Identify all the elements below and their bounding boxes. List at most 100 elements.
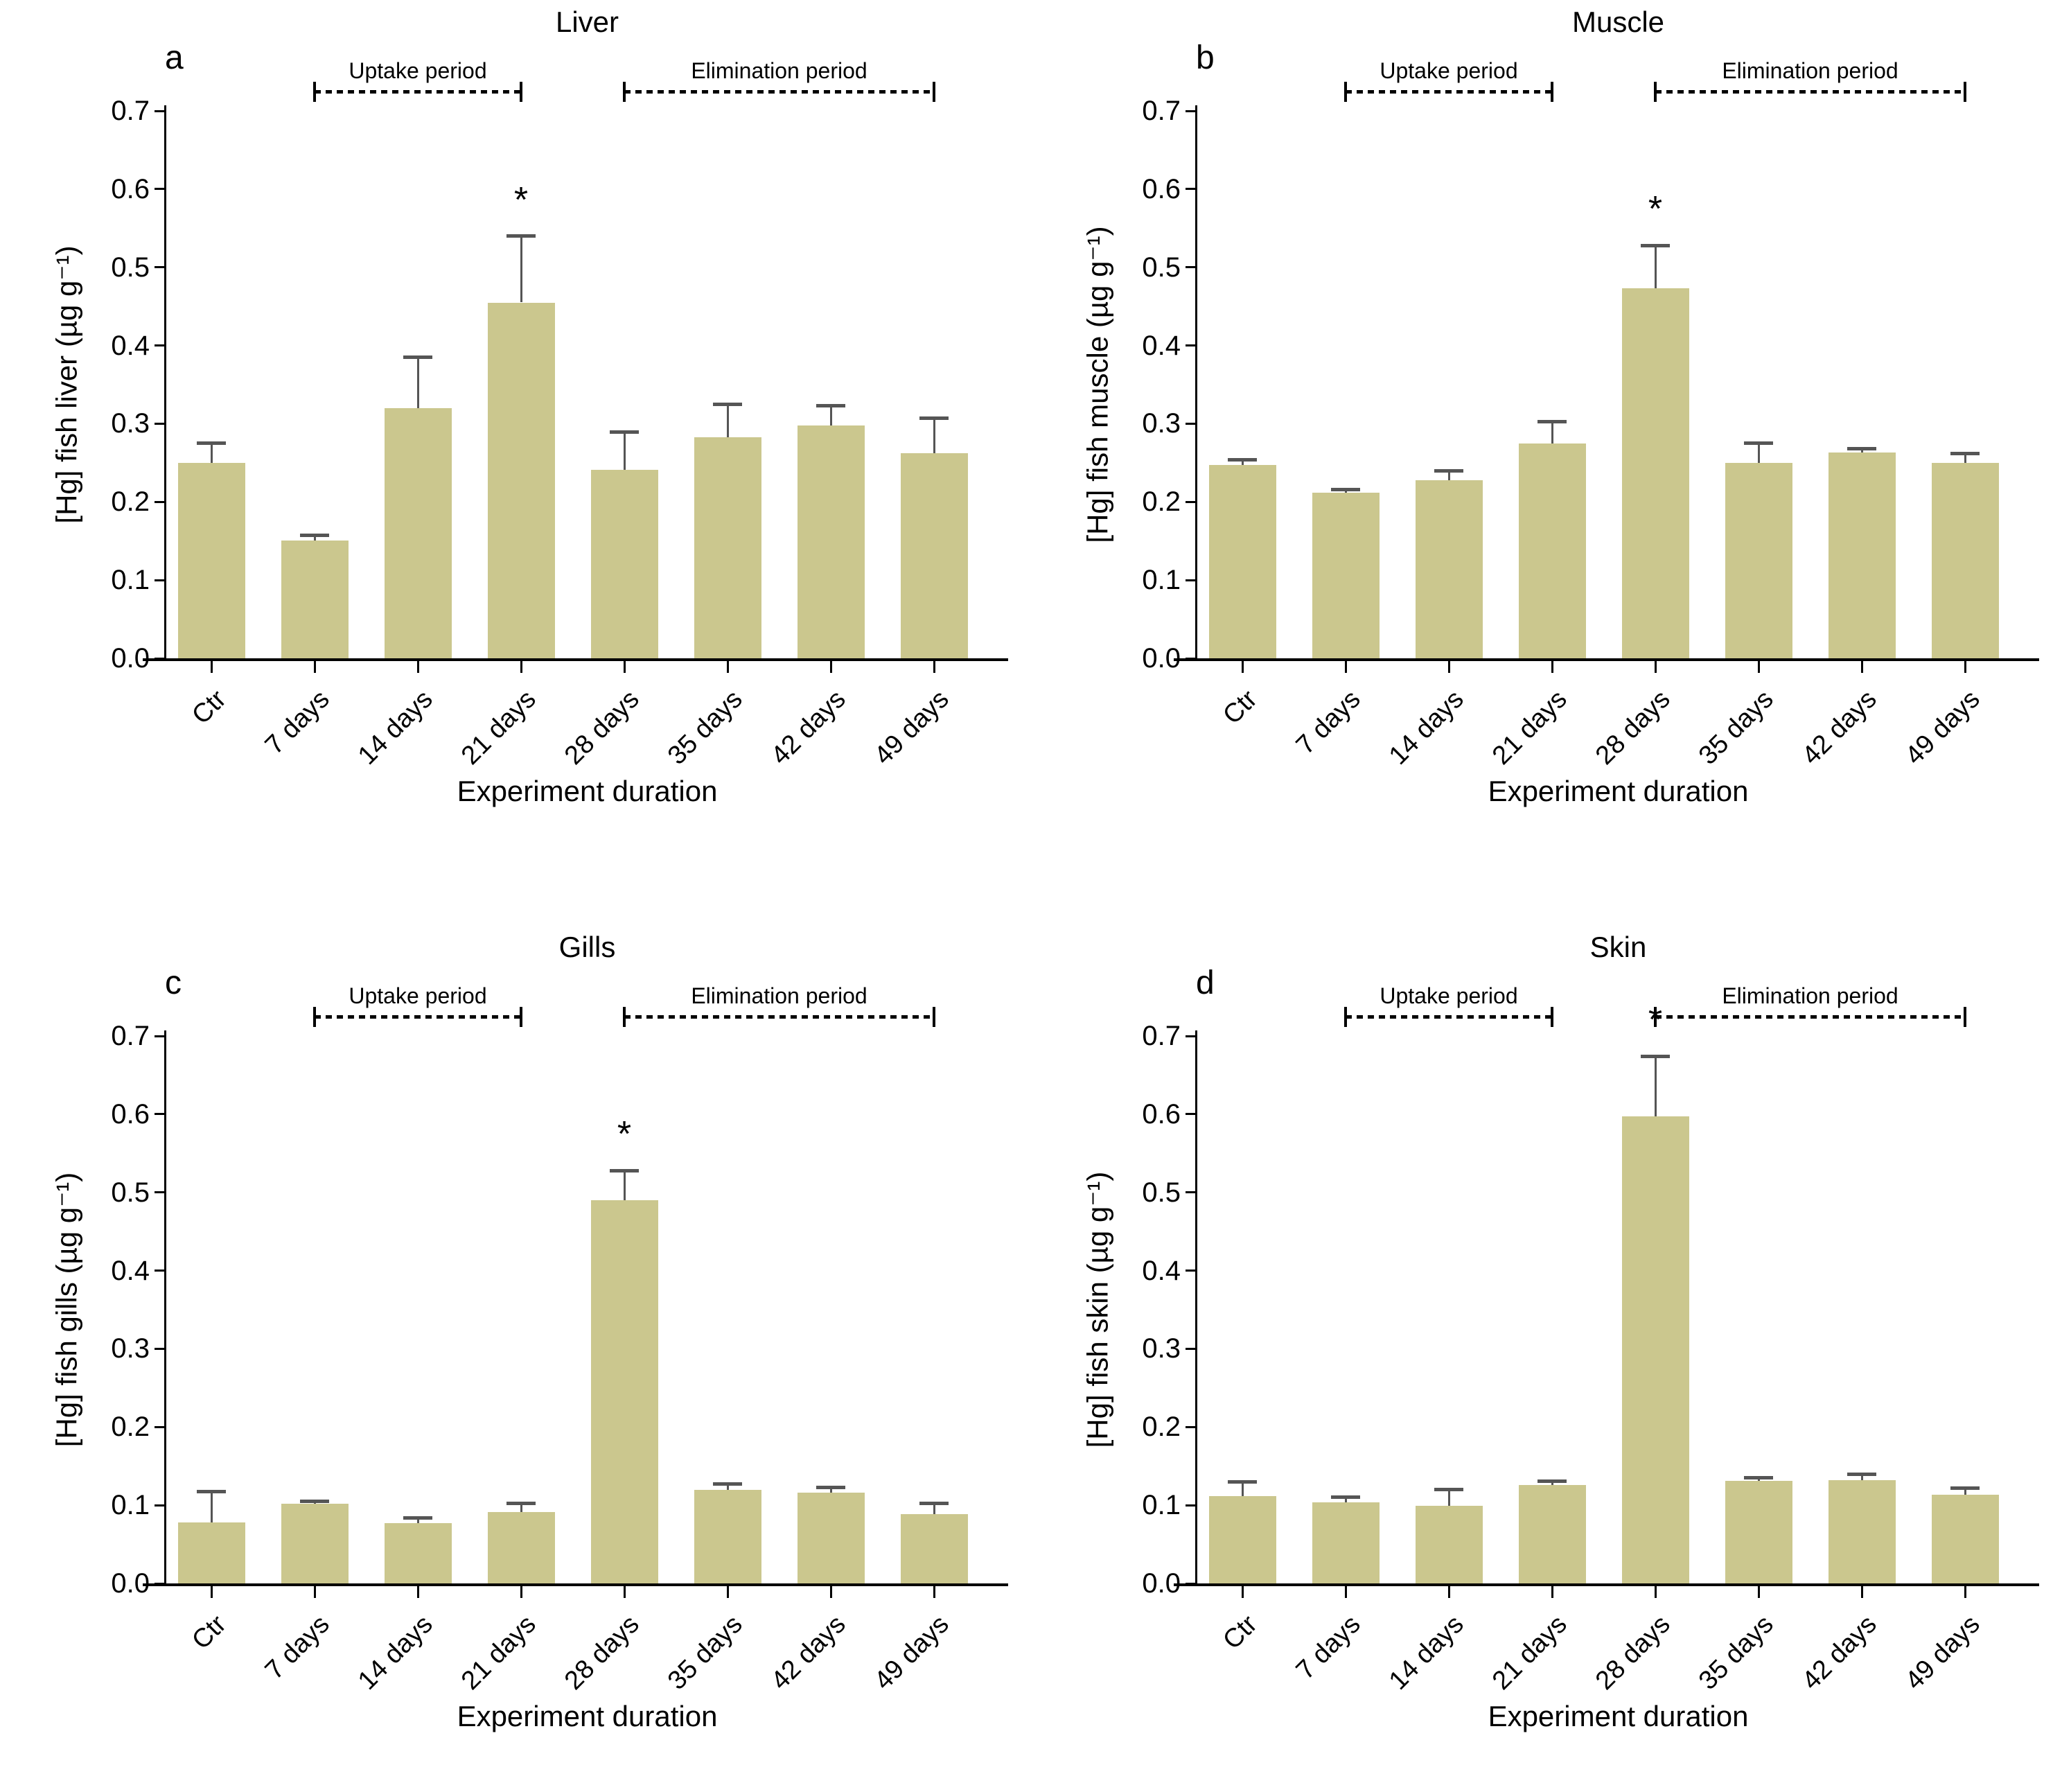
x-tick-label-text: 28 days	[558, 1610, 645, 1696]
x-tick	[1551, 1586, 1553, 1598]
bar	[1312, 492, 1380, 658]
error-bar-stem	[416, 1518, 419, 1524]
y-tick	[155, 500, 166, 503]
significance-asterisk: *	[617, 1114, 632, 1155]
y-tick-label: 0.0	[111, 643, 150, 674]
error-bar-cap	[919, 416, 949, 421]
y-tick	[1186, 109, 1197, 112]
x-axis-line	[143, 658, 1008, 661]
period-label: Uptake period	[1380, 983, 1518, 1008]
period-end-tick	[313, 82, 316, 102]
x-tick-label-text: 35 days	[662, 1610, 748, 1696]
period-end-tick	[1551, 82, 1553, 102]
x-tick-label-text: 21 days	[1486, 1610, 1573, 1696]
error-bar-cap	[403, 1516, 432, 1520]
bar	[1931, 462, 1999, 658]
x-tick-label-text: 42 days	[1796, 1610, 1883, 1696]
x-tick-label-text: 49 days	[868, 685, 955, 771]
bar	[487, 1512, 555, 1583]
y-tick	[1186, 188, 1197, 191]
error-bar-stem	[210, 1491, 213, 1522]
x-tick-label-text: 49 days	[1899, 685, 1986, 771]
y-tick	[1186, 1270, 1197, 1272]
error-bar-cap	[1331, 487, 1360, 491]
error-bar-cap	[197, 1490, 226, 1494]
y-tick	[1186, 1425, 1197, 1428]
error-bar-cap	[1847, 447, 1876, 451]
bar	[1518, 1484, 1586, 1583]
x-tick-label-text: 7 days	[1290, 685, 1366, 760]
x-tick	[313, 661, 316, 673]
error-bar-cap	[1434, 1488, 1463, 1492]
x-axis-label: Experiment duration	[457, 775, 718, 807]
x-tick	[313, 1586, 316, 1598]
period-end-tick	[623, 1007, 626, 1027]
error-bar-stem	[1241, 1482, 1244, 1496]
x-tick	[210, 661, 213, 673]
x-tick-label-text: 35 days	[1693, 685, 1779, 771]
bar	[1415, 1506, 1483, 1583]
x-tick	[1447, 1586, 1450, 1598]
error-bar-cap	[1744, 1476, 1773, 1480]
y-tick-label: 0.2	[1142, 486, 1181, 518]
error-bar-stem	[933, 1503, 935, 1514]
error-bar-stem	[1447, 1489, 1450, 1506]
x-tick	[1964, 661, 1966, 673]
period-dashed-line	[1655, 1015, 1965, 1019]
y-tick-label: 0.4	[111, 1255, 150, 1286]
y-tick	[1186, 1035, 1197, 1037]
y-tick	[155, 422, 166, 425]
x-tick-label-text: 35 days	[1693, 1610, 1779, 1696]
y-tick-label: 0.6	[111, 173, 150, 204]
y-tick	[1186, 500, 1197, 503]
error-bar-cap	[713, 402, 742, 406]
x-tick	[1757, 661, 1760, 673]
error-bar-cap	[1228, 457, 1257, 462]
x-tick-label-text: 42 days	[1796, 685, 1883, 771]
error-bar-stem	[623, 432, 626, 470]
period-label: Uptake period	[349, 58, 487, 83]
error-bar-cap	[816, 1485, 845, 1489]
y-tick	[155, 344, 166, 347]
x-axis-line	[143, 1583, 1008, 1586]
y-tick	[1186, 579, 1197, 581]
panel-letter: a	[165, 39, 184, 76]
x-tick	[1241, 1586, 1244, 1598]
panel-gills: Gills c [Hg] fish gills (µg g⁻¹) Experim…	[0, 896, 1031, 1792]
error-bar-stem	[1757, 443, 1760, 463]
bar	[1621, 288, 1689, 658]
x-tick-label-text: 7 days	[1290, 1610, 1366, 1685]
y-tick-label: 0.1	[1142, 1490, 1181, 1521]
x-axis-label: Experiment duration	[1488, 1700, 1749, 1732]
period-end-tick	[520, 1007, 522, 1027]
x-tick	[726, 661, 729, 673]
period-end-tick	[1344, 82, 1347, 102]
error-bar-stem	[829, 1487, 832, 1493]
panel-skin: Skin d [Hg] fish skin (µg g⁻¹) Experimen…	[1031, 896, 2062, 1792]
x-tick	[210, 1586, 213, 1598]
error-bar-cap	[300, 1500, 329, 1503]
period-end-tick	[1654, 82, 1657, 102]
y-tick-label: 0.3	[1142, 1333, 1181, 1364]
bar	[177, 1522, 245, 1583]
y-tick-label: 0.0	[1142, 643, 1181, 674]
panel-letter: c	[165, 965, 182, 1001]
bar	[590, 1200, 658, 1583]
error-bar-stem	[1447, 471, 1450, 480]
x-tick-label-text: 14 days	[1383, 685, 1470, 771]
x-axis-label: Experiment duration	[1488, 775, 1749, 807]
x-tick-label-text: Ctr	[186, 685, 232, 730]
error-bar-stem	[1860, 448, 1863, 453]
bar	[281, 1503, 349, 1583]
y-tick	[155, 1270, 166, 1272]
y-tick-label: 0.7	[111, 96, 150, 126]
error-bar-cap	[403, 355, 432, 359]
panel-liver: Liver a [Hg] fish liver (µg g⁻¹) Experim…	[0, 0, 1031, 896]
period-end-tick	[933, 1007, 935, 1027]
x-tick	[1860, 661, 1863, 673]
error-bar-stem	[829, 405, 832, 425]
y-tick-label: 0.2	[1142, 1412, 1181, 1443]
error-bar-stem	[1964, 1488, 1966, 1495]
x-tick	[520, 1586, 522, 1598]
period-dashed-line	[1655, 90, 1965, 94]
